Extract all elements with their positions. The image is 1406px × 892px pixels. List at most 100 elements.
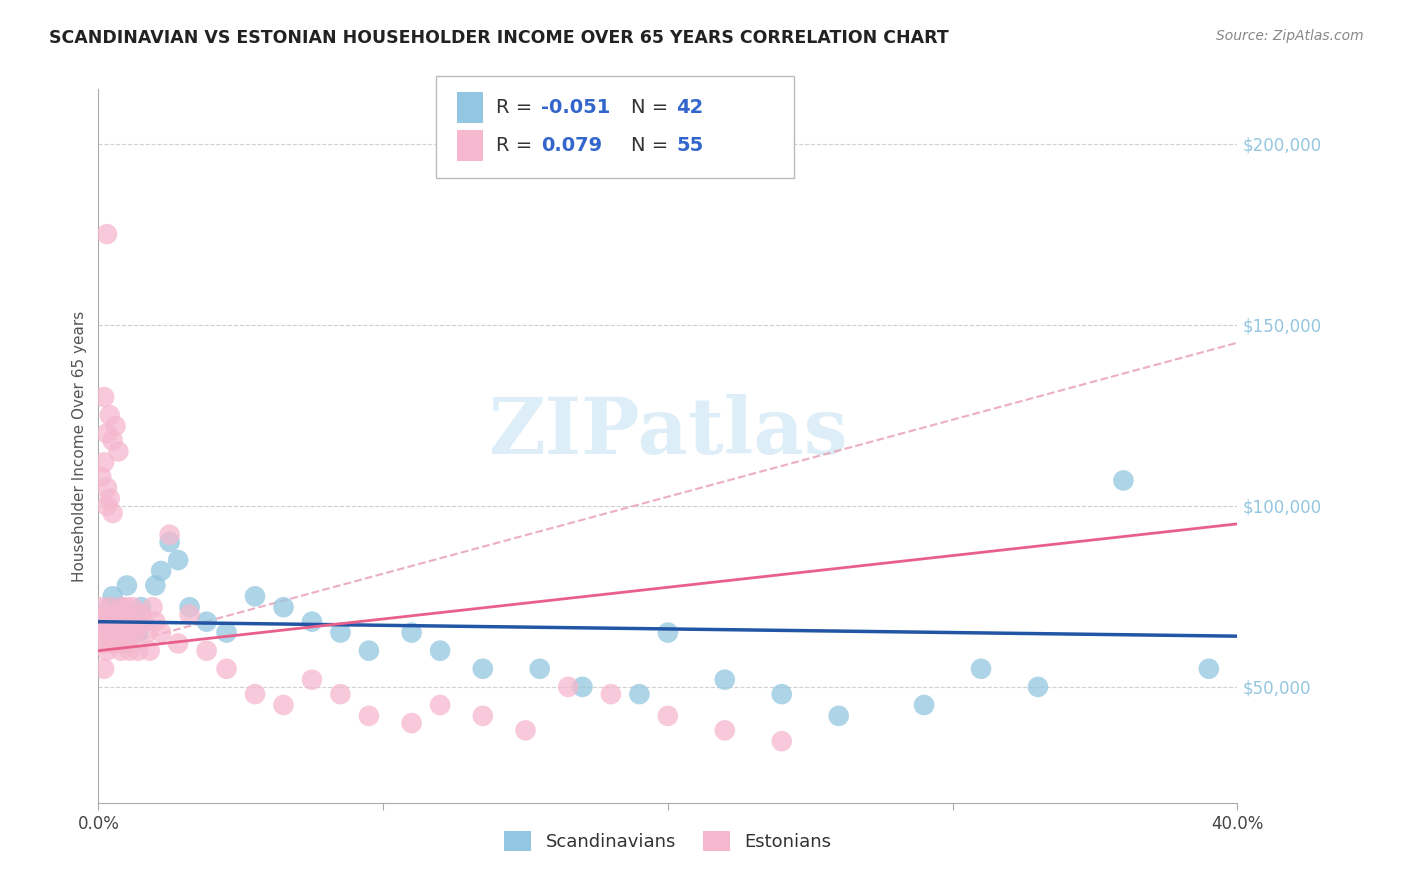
Point: [557, 680, 579, 694]
Point: [129, 600, 152, 615]
Text: 0.079: 0.079: [541, 136, 602, 155]
Point: [145, 615, 167, 629]
Point: [93, 455, 115, 469]
Point: [571, 680, 593, 694]
Point: [138, 643, 160, 657]
Point: [98, 408, 121, 422]
Point: [401, 625, 423, 640]
Point: [600, 687, 623, 701]
Point: [112, 607, 135, 622]
Point: [110, 600, 132, 615]
Point: [357, 709, 380, 723]
Point: [912, 698, 935, 712]
Point: [515, 723, 537, 738]
Point: [98, 600, 121, 615]
Text: N =: N =: [631, 136, 675, 155]
Point: [112, 636, 135, 650]
Point: [93, 390, 115, 404]
Point: [243, 687, 266, 701]
Point: [98, 625, 121, 640]
Point: [167, 553, 190, 567]
Point: [471, 709, 494, 723]
Point: [101, 434, 124, 448]
Point: [195, 615, 218, 629]
Point: [329, 687, 352, 701]
Point: [96, 227, 118, 241]
Point: [90, 625, 112, 640]
Point: [628, 687, 651, 701]
Point: [401, 716, 423, 731]
Point: [98, 491, 121, 506]
Point: [121, 607, 143, 622]
Point: [115, 615, 138, 629]
Text: SCANDINAVIAN VS ESTONIAN HOUSEHOLDER INCOME OVER 65 YEARS CORRELATION CHART: SCANDINAVIAN VS ESTONIAN HOUSEHOLDER INC…: [49, 29, 949, 46]
Text: 42: 42: [676, 98, 703, 117]
Point: [101, 636, 124, 650]
Point: [96, 481, 118, 495]
Point: [179, 607, 201, 622]
Point: [215, 625, 238, 640]
Point: [195, 643, 218, 657]
Point: [101, 615, 124, 629]
Point: [657, 625, 679, 640]
Point: [104, 419, 127, 434]
Point: [107, 615, 129, 629]
Point: [301, 615, 323, 629]
Point: [141, 600, 163, 615]
Point: [273, 698, 295, 712]
Point: [96, 607, 118, 622]
Bar: [457, 93, 484, 123]
Point: [98, 600, 121, 615]
Point: [93, 662, 115, 676]
Point: [96, 426, 118, 441]
Point: [970, 662, 993, 676]
Point: [179, 600, 201, 615]
Point: [96, 499, 118, 513]
Point: [90, 600, 112, 615]
Text: N =: N =: [631, 98, 675, 117]
Point: [107, 615, 129, 629]
Point: [159, 527, 181, 541]
Point: [90, 470, 112, 484]
Point: [93, 636, 115, 650]
Point: [167, 636, 190, 650]
Text: 55: 55: [676, 136, 703, 155]
Point: [1198, 662, 1220, 676]
Point: [135, 625, 157, 640]
Point: [150, 564, 173, 578]
Point: [1112, 474, 1135, 488]
Point: [714, 723, 737, 738]
Point: [159, 535, 181, 549]
Point: [101, 590, 124, 604]
Point: [107, 636, 129, 650]
Point: [107, 444, 129, 458]
Point: [118, 625, 141, 640]
Point: [96, 625, 118, 640]
Point: [243, 590, 266, 604]
Point: [96, 643, 118, 657]
Point: [145, 578, 167, 592]
Point: [93, 615, 115, 629]
Point: [115, 578, 138, 592]
Point: [110, 600, 132, 615]
Point: [115, 600, 138, 615]
Point: [429, 643, 451, 657]
Point: [110, 643, 132, 657]
Point: [657, 709, 679, 723]
Point: [101, 506, 124, 520]
Point: [132, 615, 155, 629]
Point: [215, 662, 238, 676]
Point: [828, 709, 851, 723]
Point: [529, 662, 551, 676]
Y-axis label: Householder Income Over 65 years: Householder Income Over 65 years: [72, 310, 87, 582]
Point: [112, 625, 135, 640]
Point: [301, 673, 323, 687]
Point: [127, 625, 149, 640]
Point: [124, 625, 146, 640]
Point: [121, 615, 143, 629]
Point: [129, 607, 152, 622]
Point: [115, 636, 138, 650]
Text: Source: ZipAtlas.com: Source: ZipAtlas.com: [1216, 29, 1364, 43]
Point: [124, 615, 146, 629]
Text: ZIPatlas: ZIPatlas: [488, 393, 848, 470]
